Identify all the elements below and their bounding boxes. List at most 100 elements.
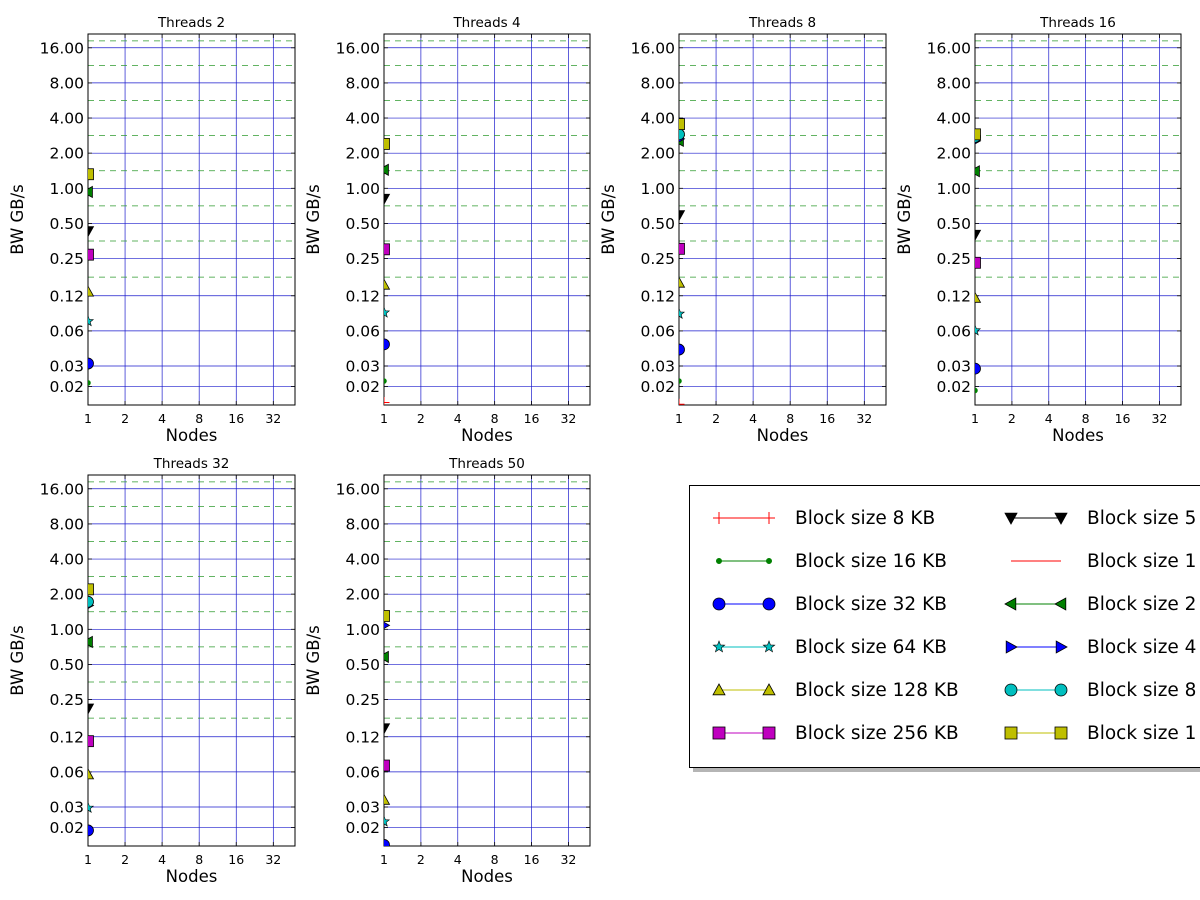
legend-swatch — [1004, 512, 1068, 525]
y-tick-label: 1.00 — [49, 180, 84, 198]
x-tick-label: 8 — [195, 411, 203, 426]
y-tick-label: 8.00 — [49, 74, 84, 92]
data-point-s64 — [679, 307, 686, 319]
panel-threads-4: 0.02 0.03 0.06 0.12 0.25 0.50 1.00 2.00 4.00 8.00… — [895, 15, 1182, 445]
y-tick-label: 8.00 — [640, 74, 675, 92]
y-tick-label: 8.00 — [936, 74, 971, 92]
data-point-s64 — [384, 815, 391, 827]
y-tick-label: 16.00 — [336, 480, 380, 498]
data-point-s4m — [384, 621, 391, 629]
legend-label: Block size 256 KB — [795, 722, 959, 744]
legend-label: Block size 64 KB — [795, 636, 947, 658]
y-tick-label: 0.02 — [345, 819, 380, 837]
data-point-s8m — [88, 595, 94, 608]
y-tick-label: 4.00 — [49, 110, 84, 128]
data-point-s16m — [384, 138, 390, 150]
legend-label: Block size 8 KB — [795, 507, 936, 529]
panel-threads-5: 0.02 0.03 0.06 0.12 0.25 0.50 1.00 2.00 4.00 8.00… — [8, 456, 296, 886]
legend-swatch — [712, 683, 776, 696]
x-tick-label: 32 — [560, 852, 576, 867]
x-tick-label: 16 — [819, 411, 835, 426]
y-tick-label: 2.00 — [49, 586, 84, 604]
y-tick-label: 0.50 — [345, 215, 380, 233]
x-tick-label: 16 — [524, 411, 540, 426]
data-point-s8 — [679, 398, 685, 405]
data-point-s128 — [384, 278, 391, 290]
data-point-s128 — [88, 285, 95, 297]
legend-label: Block size 4 — [1087, 636, 1197, 658]
legend-item-s32: Block size 32 KB — [709, 589, 947, 619]
legend-swatch — [716, 558, 772, 565]
legend-item-s64: Block size 64 KB — [709, 632, 947, 662]
y-tick-label: 0.06 — [640, 322, 675, 340]
y-tick-label: 0.03 — [936, 358, 971, 376]
data-point-s512 — [88, 703, 95, 715]
x-tick-label: 8 — [195, 852, 203, 867]
x-tick-label: 8 — [491, 852, 499, 867]
y-tick-label: 16.00 — [631, 39, 675, 57]
data-point-s16 — [384, 378, 387, 384]
legend-item-s4m: Block size 4 — [1001, 632, 1196, 662]
y-tick-label: 0.02 — [936, 378, 971, 396]
y-tick-label: 16.00 — [336, 39, 380, 57]
y-tick-label: 8.00 — [345, 515, 380, 533]
y-tick-label: 8.00 — [345, 74, 380, 92]
legend-swatch — [712, 726, 776, 740]
legend-swatch — [1004, 597, 1067, 611]
legend-label: Block size 2 — [1087, 593, 1197, 615]
y-tick-label: 0.02 — [640, 378, 675, 396]
legend-label: Block size 128 KB — [795, 679, 959, 701]
legend-item-s8m: Block size 8 — [1001, 675, 1196, 705]
x-tick-label: 4 — [158, 852, 166, 867]
data-point-s32 — [88, 357, 94, 370]
data-point-s256 — [88, 735, 94, 748]
legend-item-s1m: Block size 1 — [1001, 546, 1196, 576]
y-tick-label: 1.00 — [49, 621, 84, 639]
x-tick-label: 1 — [380, 852, 388, 867]
y-tick-label: 16.00 — [40, 480, 84, 498]
x-tick-label: 2 — [121, 411, 129, 426]
data-point-s16m — [384, 610, 390, 622]
data-point-s32 — [679, 343, 685, 356]
y-tick-label: 1.00 — [936, 180, 971, 198]
y-axis-label: BW GB/s — [8, 184, 27, 255]
y-tick-label: 0.12 — [345, 287, 380, 305]
legend-item-s256: Block size 256 KB — [709, 718, 959, 748]
data-point-s512 — [975, 229, 982, 242]
y-tick-label: 0.03 — [49, 358, 84, 376]
y-tick-label: 0.03 — [345, 358, 380, 376]
y-tick-label: 0.50 — [49, 215, 84, 233]
y-tick-label: 1.00 — [345, 180, 380, 198]
legend-label: Block size 16 KB — [795, 550, 947, 572]
data-point-s8 — [384, 397, 390, 405]
y-tick-label: 0.03 — [345, 799, 380, 817]
data-point-s16 — [975, 387, 978, 394]
plot-frame — [87, 33, 296, 406]
y-tick-label: 2.00 — [49, 145, 84, 163]
x-tick-label: 4 — [454, 411, 462, 426]
x-axis-label: Nodes — [1052, 426, 1104, 445]
data-points — [679, 118, 686, 405]
data-point-s64 — [384, 306, 391, 318]
legend-label: Block size 1 — [1087, 722, 1197, 744]
legend-label: Block size 32 KB — [795, 593, 947, 615]
y-tick-label: 0.12 — [49, 287, 84, 305]
y-tick-label: 0.02 — [49, 378, 84, 396]
x-tick-label: 2 — [417, 852, 425, 867]
chart-title: Threads 4 — [452, 15, 520, 31]
panel-threads-3: 0.02 0.03 0.06 0.12 0.25 0.50 1.00 2.00 4.00 8.00… — [599, 15, 887, 445]
y-tick-label: 4.00 — [345, 110, 380, 128]
x-tick-label: 2 — [712, 411, 720, 426]
y-tick-label: 0.03 — [49, 799, 84, 817]
legend-item-s128: Block size 128 KB — [709, 675, 959, 705]
y-tick-label: 4.00 — [640, 110, 675, 128]
y-tick-label: 2.00 — [345, 586, 380, 604]
data-point-s32 — [384, 338, 390, 351]
y-tick-label: 0.12 — [640, 287, 675, 305]
x-tick-label: 1 — [380, 411, 388, 426]
y-tick-label: 0.25 — [49, 691, 84, 709]
y-tick-label: 4.00 — [49, 551, 84, 569]
x-tick-label: 16 — [524, 852, 540, 867]
data-point-s256 — [975, 256, 981, 269]
